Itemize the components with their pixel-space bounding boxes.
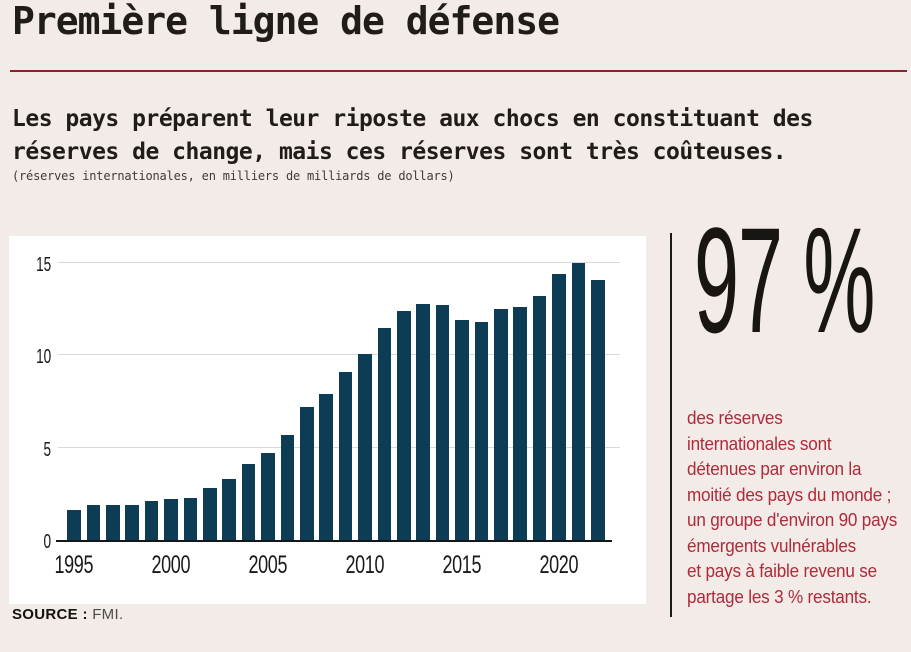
stat-big-number: 97 % (694, 196, 875, 364)
stat-description-line-2: internationales sont (687, 433, 832, 454)
y-tick-label-5: 5 (43, 438, 51, 461)
y-tick-label-0: 0 (43, 531, 51, 553)
stat-description-line-4: moitié des pays du monde ; (687, 484, 892, 505)
x-tick-label-2000: 2000 (151, 551, 191, 579)
bar-2014 (435, 305, 450, 540)
y-tick-label-15: 15 (35, 254, 51, 276)
x-tick-label-2010: 2010 (345, 551, 385, 579)
bar-2005 (261, 453, 275, 540)
source-value: FMI. (92, 606, 124, 623)
bar-2006 (280, 434, 295, 540)
x-tick-label-2005: 2005 (248, 551, 288, 579)
bar-2007 (300, 407, 314, 540)
bar-1997 (106, 504, 120, 540)
subtitle-line-2: réserves de change, mais ces réserves so… (12, 139, 787, 165)
bar-2000 (164, 499, 178, 540)
source-label: SOURCE : (12, 606, 88, 623)
bar-2015 (455, 320, 469, 540)
bar-2020 (552, 274, 566, 540)
reserves-bar-chart: 0 5 10 15 1995 2000 2005 2010 2015 2020 (9, 236, 646, 604)
bar-2011 (377, 327, 392, 540)
bar-2004 (241, 464, 256, 540)
x-tick-label-2015: 2015 (442, 551, 482, 579)
subtitle-line-1: Les pays préparent leur riposte aux choc… (12, 106, 813, 132)
chart-subtitle: Les pays préparent leur riposte aux choc… (12, 103, 813, 169)
bar-2018 (513, 307, 527, 540)
bar-2012 (397, 311, 411, 540)
y-tick-label-10: 10 (35, 346, 51, 369)
gridline-10 (58, 354, 620, 356)
stat-description-line-7: et pays à faible revenu se (687, 561, 877, 581)
x-tick-label-1995: 1995 (54, 551, 94, 579)
stat-description-line-3: détenues par environ la (687, 459, 862, 479)
bar-1996 (86, 504, 101, 540)
bar-2010 (358, 353, 372, 540)
bar-2008 (319, 394, 333, 540)
bar-1995 (67, 510, 81, 540)
bar-2001 (183, 497, 198, 540)
bar-2016 (474, 322, 489, 540)
source-note: SOURCE : FMI. (12, 606, 123, 623)
bar-1998 (125, 504, 139, 540)
bar-2013 (416, 303, 430, 540)
title-rule (10, 70, 907, 72)
stat-description-line-5: un groupe d'environ 90 pays (687, 510, 898, 530)
stat-description-line-8: partage les 3 % restants. (687, 586, 872, 607)
x-tick-label-2020: 2020 (539, 551, 579, 579)
stat-description-line-6: émergents vulnérables (687, 535, 857, 556)
gridline-15 (58, 262, 620, 264)
page-title: Première ligne de défense (12, 0, 560, 43)
plot-area (56, 236, 620, 542)
bar-2021 (571, 263, 586, 540)
bar-2019 (532, 296, 547, 540)
stat-description-line-1: des réserves (687, 408, 783, 428)
bar-2022 (591, 279, 605, 540)
bar-1999 (144, 501, 159, 540)
vertical-divider (670, 233, 672, 617)
bar-2017 (494, 309, 508, 540)
stat-description: des réserves internationales sont détenues… (687, 406, 911, 610)
chart-unit-caption: (réserves internationales, en milliers d… (12, 169, 455, 183)
bar-2003 (222, 479, 236, 540)
bar-2002 (203, 488, 217, 540)
bar-2009 (338, 371, 353, 540)
